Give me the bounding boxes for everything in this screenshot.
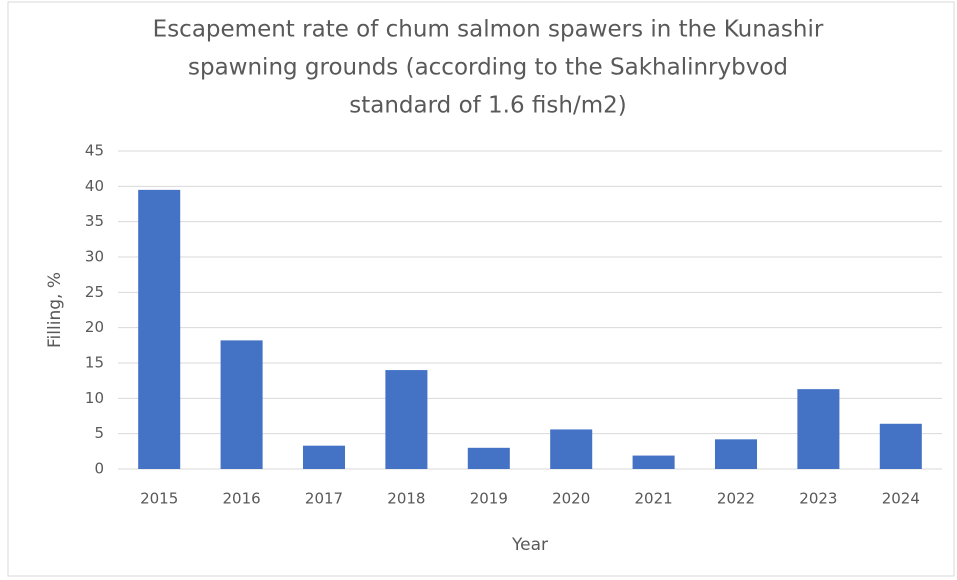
bar	[302, 445, 346, 469]
bar	[467, 447, 510, 469]
chart-title: standard of 1.6 fish/m2)	[349, 93, 627, 119]
y-tick-label: 30	[85, 248, 104, 266]
bar	[550, 429, 593, 469]
chart-title: Escapement rate of chum salmon spawers i…	[153, 17, 824, 43]
y-tick-label: 5	[94, 424, 104, 442]
x-tick-label: 2016	[223, 490, 261, 508]
bar	[220, 340, 263, 469]
y-axis-title: Filling, %	[45, 272, 65, 348]
bar	[714, 439, 758, 469]
x-tick-label: 2017	[305, 490, 343, 508]
x-tick-label: 2021	[635, 490, 673, 508]
x-tick-label: 2024	[882, 490, 920, 508]
x-tick-label: 2020	[552, 490, 590, 508]
y-tick-label: 20	[85, 318, 104, 336]
y-tick-label: 15	[85, 354, 104, 372]
bar	[879, 423, 922, 469]
y-tick-label: 0	[94, 460, 104, 478]
y-tick-label: 35	[85, 212, 104, 230]
y-tick-label: 40	[85, 177, 104, 195]
y-tick-label: 25	[85, 283, 104, 301]
y-tick-label: 10	[85, 389, 104, 407]
x-tick-label: 2019	[470, 490, 508, 508]
x-axis-title: Year	[511, 535, 548, 555]
bar	[138, 189, 181, 469]
x-tick-label: 2015	[140, 490, 178, 508]
bar	[385, 370, 428, 469]
x-tick-label: 2018	[387, 490, 425, 508]
bar	[632, 455, 675, 469]
chart-title: spawning grounds (according to the Sakha…	[188, 55, 788, 81]
bar	[797, 389, 840, 469]
y-tick-label: 45	[85, 142, 104, 160]
x-tick-label: 2023	[799, 490, 837, 508]
x-tick-label: 2022	[717, 490, 755, 508]
